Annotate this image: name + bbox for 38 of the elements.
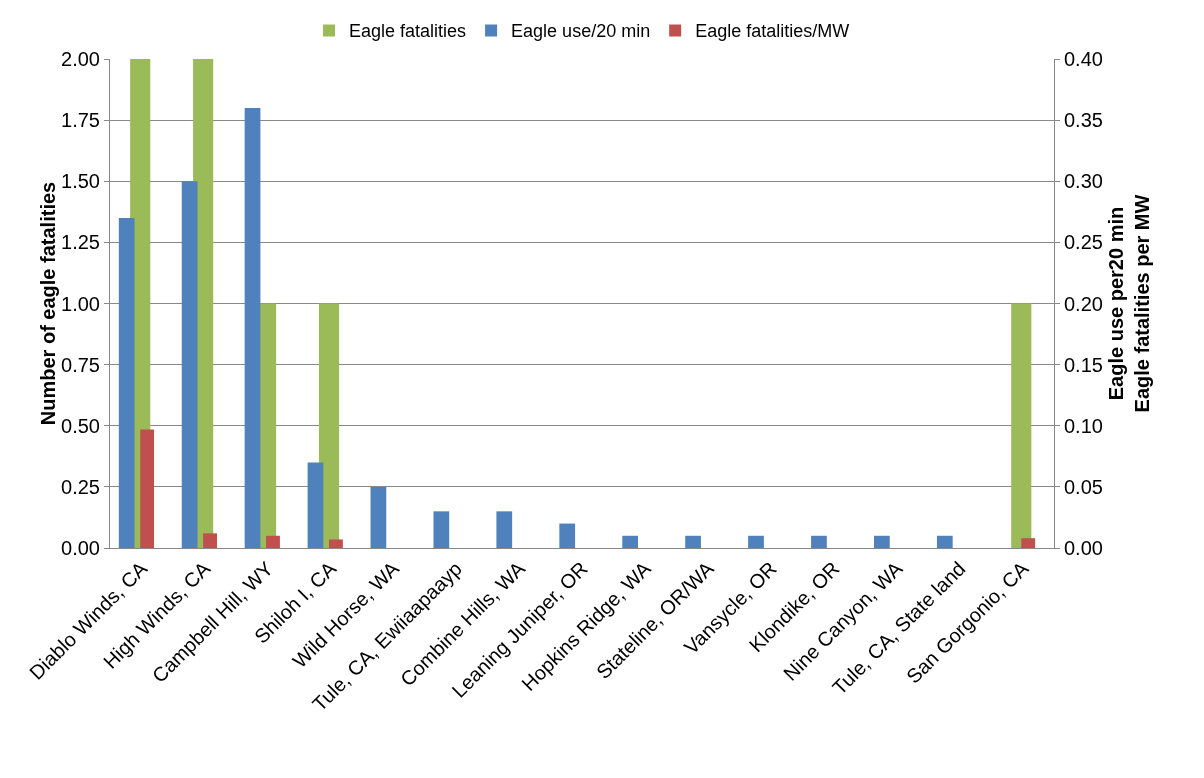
bar: [140, 429, 155, 548]
bar: [685, 535, 701, 548]
y2-axis-title: Eagle use per20 min Eagle fatalities per MW: [1104, 194, 1153, 413]
y-tick-label: 1.00: [61, 292, 100, 315]
y-tick-label: 0.50: [61, 414, 100, 437]
legend-label: Eagle use/20 min: [511, 21, 651, 42]
y2-tick-label: 0.20: [1064, 292, 1103, 315]
y-tick-label: 0.00: [61, 537, 100, 559]
bar: [622, 535, 639, 548]
y-tick-label: 0.75: [61, 353, 100, 376]
y-tick-label: 2.00: [61, 48, 100, 70]
bar: [203, 533, 217, 548]
y2-tick-label: 0.15: [1064, 353, 1103, 376]
bar: [496, 511, 513, 548]
y2-tick-label: 0.00: [1064, 537, 1103, 559]
y2-tick-label: 0.35: [1064, 109, 1103, 132]
legend-label: Eagle fatalities/MW: [695, 21, 850, 42]
bar: [370, 486, 387, 548]
y-tick-label: 1.50: [61, 170, 100, 193]
bar: [266, 535, 280, 548]
bar: [433, 511, 450, 548]
y2-tick-label: 0.05: [1064, 475, 1103, 498]
y2-tick-label: 0.40: [1064, 48, 1103, 70]
bar: [811, 535, 827, 548]
y-axis-title: Number of eagle fatalities: [37, 181, 60, 426]
legend-label: Eagle fatalities: [349, 21, 467, 42]
bar: [1021, 538, 1036, 548]
bar: [874, 535, 890, 548]
y-tick-label: 0.25: [61, 475, 100, 498]
y2-tick-label: 0.10: [1064, 414, 1103, 437]
y-tick-label: 1.25: [61, 231, 100, 254]
y2-tick-label: 0.25: [1064, 231, 1103, 254]
bar: [559, 523, 576, 548]
y-tick-label: 1.75: [61, 109, 100, 132]
bar: [329, 539, 343, 548]
bar: [936, 535, 953, 548]
y2-tick-label: 0.30: [1064, 170, 1103, 193]
bar: [748, 535, 764, 548]
